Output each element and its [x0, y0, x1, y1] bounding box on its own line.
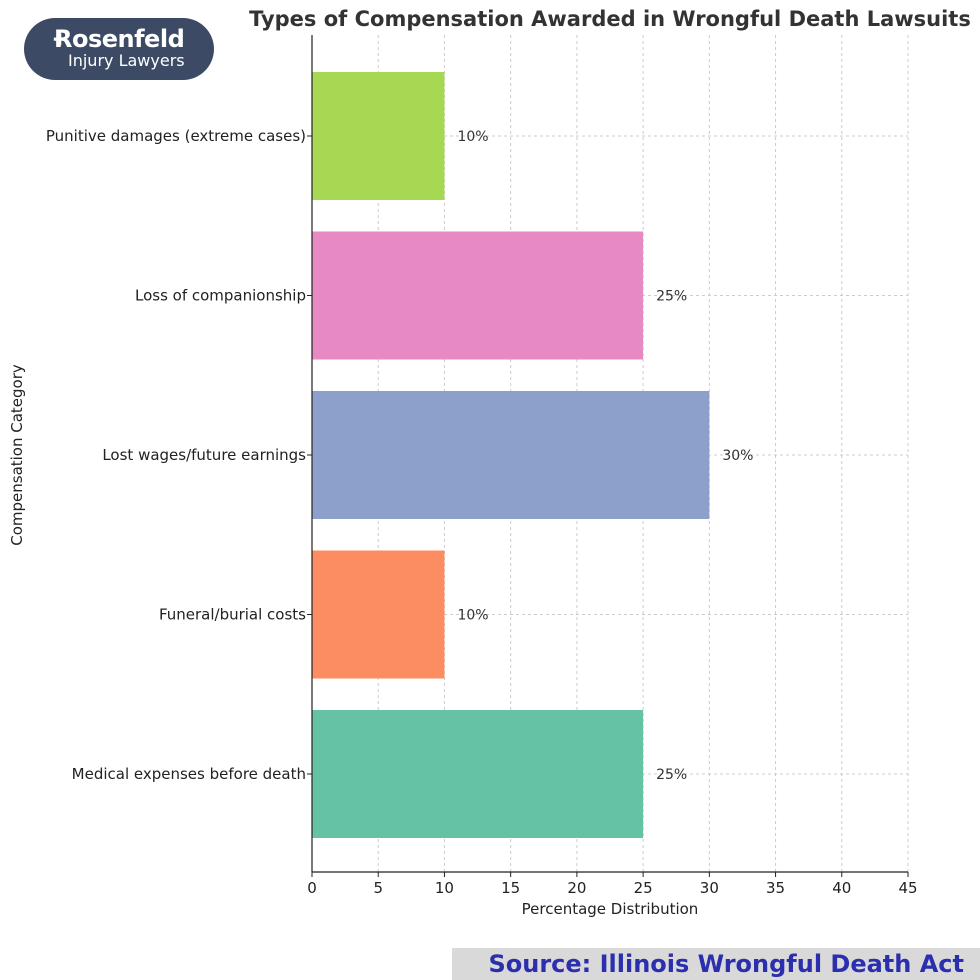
bar	[312, 391, 710, 519]
x-tick-label: 30	[700, 879, 719, 897]
data-label: 10%	[457, 129, 488, 145]
data-label: 30%	[722, 448, 753, 464]
x-tick-label: 0	[307, 879, 317, 897]
y-tick-label: Punitive damages (extreme cases)	[46, 127, 306, 145]
y-axis-label: Compensation Category	[8, 364, 26, 546]
data-label: 25%	[656, 289, 687, 305]
x-tick-label: 20	[567, 879, 586, 897]
x-tick-label: 45	[898, 879, 917, 897]
bar	[312, 550, 445, 679]
x-axis-label: Percentage Distribution	[522, 900, 699, 918]
bar	[312, 72, 445, 200]
bar	[312, 710, 644, 838]
y-tick-label: Medical expenses before death	[72, 765, 306, 783]
logo-name: Rosenfeld	[54, 25, 185, 53]
x-tick-label: 40	[832, 879, 851, 897]
data-label: 25%	[656, 767, 687, 783]
bar	[312, 231, 644, 360]
x-tick-label: 15	[501, 879, 520, 897]
chart-title: Types of Compensation Awarded in Wrongfu…	[249, 7, 971, 31]
x-tick-label: 35	[766, 879, 785, 897]
y-tick-label: Funeral/burial costs	[159, 606, 306, 624]
y-tick-label: Lost wages/future earnings	[102, 446, 306, 464]
x-tick-label: 25	[634, 879, 653, 897]
data-label: 10%	[457, 608, 488, 624]
source-note: Source: Illinois Wrongful Death Act	[452, 948, 980, 980]
cross-icon: ✚	[53, 30, 67, 49]
x-tick-label: 10	[435, 879, 454, 897]
y-tick-label: Loss of companionship	[135, 287, 306, 305]
logo-tagline: Injury Lawyers	[68, 51, 185, 70]
axes: Medical expenses before death Funeral/bur…	[46, 35, 918, 897]
x-tick-label: 5	[373, 879, 383, 897]
logo-badge: ✚ Rosenfeld Injury Lawyers	[24, 18, 214, 80]
bars: 25% 10% 30% 25% 10%	[312, 72, 753, 838]
